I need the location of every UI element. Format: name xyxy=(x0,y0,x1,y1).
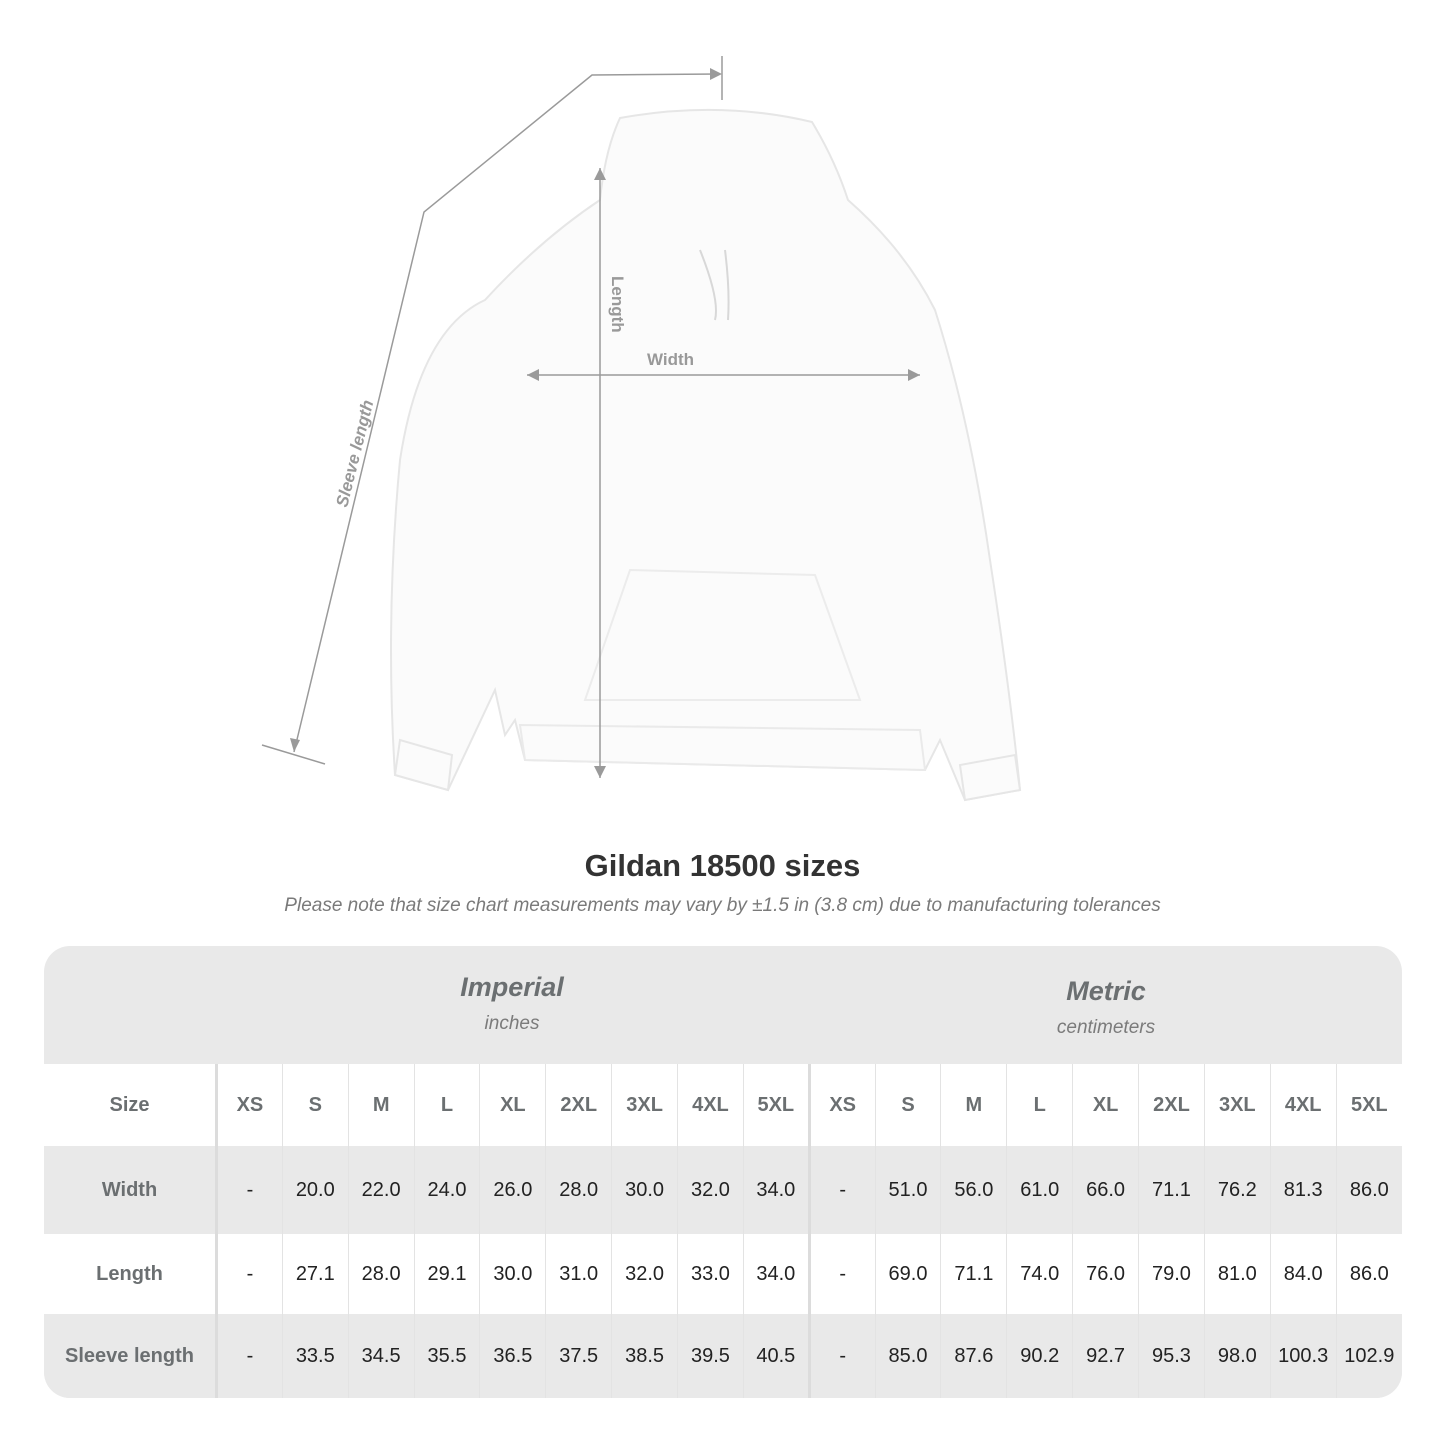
metric-value: 56.0 xyxy=(940,1146,1007,1234)
imperial-value: - xyxy=(216,1314,283,1398)
imperial-value: 34.0 xyxy=(742,1146,810,1234)
imperial-value: 40.5 xyxy=(742,1314,810,1398)
hoodie-diagram: Sleeve length Length Width xyxy=(261,56,1022,802)
metric-value: 71.1 xyxy=(940,1234,1007,1314)
imperial-value: 32.0 xyxy=(677,1146,744,1234)
metric-value: 74.0 xyxy=(1006,1234,1073,1314)
size-label: Size xyxy=(44,1064,218,1146)
imperial-size-L: L xyxy=(413,1064,480,1146)
metric-value: 81.3 xyxy=(1269,1146,1337,1234)
size-grid: Size XS S M L XL 2XL 3XL 4XL 5XL XS S M L XL 2XL 3XL 4XL 5… xyxy=(44,1064,1402,1398)
metric-value: 84.0 xyxy=(1269,1234,1337,1314)
size-table: Imperial inches Metric centimeters Size X… xyxy=(44,946,1402,1398)
imperial-value: 22.0 xyxy=(347,1146,415,1234)
imperial-value: 28.0 xyxy=(545,1146,612,1234)
metric-value: 51.0 xyxy=(874,1146,941,1234)
imperial-label: Imperial xyxy=(460,972,564,1002)
metric-value: 90.2 xyxy=(1006,1314,1073,1398)
metric-size-5XL: 5XL xyxy=(1335,1064,1402,1146)
table-row: Width -20.0 22.0 24.0 26.0 28.0 30.0 32.0 34.0-5… xyxy=(44,1146,1402,1234)
imperial-value: 34.0 xyxy=(742,1234,810,1314)
size-header-row: Size XS S M L XL 2XL 3XL 4XL 5XL XS S M L XL 2XL 3XL 4XL 5… xyxy=(44,1064,1402,1146)
imperial-value: 32.0 xyxy=(611,1234,678,1314)
imperial-header: Imperial inches xyxy=(215,946,809,1064)
imperial-value: 36.5 xyxy=(479,1314,546,1398)
imperial-size-3XL: 3XL xyxy=(611,1064,678,1146)
imperial-value: 34.5 xyxy=(347,1314,415,1398)
length-label: Length xyxy=(608,276,627,333)
imperial-value: 33.5 xyxy=(281,1314,349,1398)
width-label: Width xyxy=(647,350,694,369)
imperial-value: 35.5 xyxy=(413,1314,480,1398)
sleeve-length-line xyxy=(293,73,721,753)
metric-size-XS: XS xyxy=(807,1064,876,1146)
imperial-value: - xyxy=(216,1146,283,1234)
metric-value: 102.9 xyxy=(1335,1314,1402,1398)
imperial-value: 28.0 xyxy=(347,1234,415,1314)
imperial-value: - xyxy=(216,1234,283,1314)
imperial-value: 31.0 xyxy=(545,1234,612,1314)
metric-value: 86.0 xyxy=(1335,1146,1402,1234)
metric-label: Metric xyxy=(1066,976,1146,1006)
metric-value: 69.0 xyxy=(874,1234,941,1314)
row-label: Width xyxy=(44,1146,218,1234)
imperial-value: 29.1 xyxy=(413,1234,480,1314)
metric-value: 98.0 xyxy=(1203,1314,1271,1398)
metric-value: 66.0 xyxy=(1072,1146,1139,1234)
imperial-size-XL: XL xyxy=(479,1064,546,1146)
hoodie-illustration xyxy=(390,108,1022,802)
metric-value: 61.0 xyxy=(1006,1146,1073,1234)
table-row: Length -27.1 28.0 29.1 30.0 31.0 32.0 33.0 34.0-… xyxy=(44,1234,1402,1314)
imperial-value: 20.0 xyxy=(281,1146,349,1234)
imperial-value: 26.0 xyxy=(479,1146,546,1234)
metric-value: 79.0 xyxy=(1138,1234,1205,1314)
metric-size-2XL: 2XL xyxy=(1138,1064,1205,1146)
imperial-size-5XL: 5XL xyxy=(742,1064,810,1146)
imperial-size-2XL: 2XL xyxy=(545,1064,612,1146)
metric-size-XL: XL xyxy=(1072,1064,1139,1146)
metric-value: 76.2 xyxy=(1203,1146,1271,1234)
metric-value: 86.0 xyxy=(1335,1234,1402,1314)
imperial-size-4XL: 4XL xyxy=(677,1064,744,1146)
imperial-value: 27.1 xyxy=(281,1234,349,1314)
metric-value: 81.0 xyxy=(1203,1234,1271,1314)
metric-header: Metric centimeters xyxy=(810,950,1402,1068)
imperial-value: 33.0 xyxy=(677,1234,744,1314)
metric-value: 92.7 xyxy=(1072,1314,1139,1398)
metric-value: 87.6 xyxy=(940,1314,1007,1398)
metric-size-3XL: 3XL xyxy=(1203,1064,1271,1146)
imperial-size-M: M xyxy=(347,1064,415,1146)
imperial-unit: inches xyxy=(484,1013,540,1034)
metric-value: - xyxy=(807,1234,876,1314)
imperial-value: 37.5 xyxy=(545,1314,612,1398)
metric-size-L: L xyxy=(1006,1064,1073,1146)
metric-value: 95.3 xyxy=(1138,1314,1205,1398)
metric-size-S: S xyxy=(874,1064,941,1146)
metric-value: 100.3 xyxy=(1269,1314,1337,1398)
metric-unit: centimeters xyxy=(1056,1017,1156,1038)
metric-size-4XL: 4XL xyxy=(1269,1064,1337,1146)
table-row: Sleeve length -33.5 34.5 35.5 36.5 37.5 38.5 39… xyxy=(44,1314,1402,1398)
metric-value: 85.0 xyxy=(874,1314,941,1398)
metric-value: 71.1 xyxy=(1138,1146,1205,1234)
metric-size-M: M xyxy=(940,1064,1007,1146)
tolerance-note: Please note that size chart measurements… xyxy=(284,895,1161,916)
metric-value: - xyxy=(807,1146,876,1234)
metric-value: - xyxy=(807,1314,876,1398)
imperial-value: 38.5 xyxy=(611,1314,678,1398)
imperial-size-S: S xyxy=(281,1064,349,1146)
imperial-value: 24.0 xyxy=(413,1146,480,1234)
measurement-lines xyxy=(261,56,920,778)
imperial-value: 30.0 xyxy=(479,1234,546,1314)
sleeve-length-label: Sleeve length xyxy=(332,398,377,509)
imperial-size-XS: XS xyxy=(216,1064,283,1146)
row-label: Length xyxy=(44,1234,218,1314)
chart-title: Gildan 18500 sizes xyxy=(584,848,861,883)
metric-value: 76.0 xyxy=(1072,1234,1139,1314)
imperial-value: 39.5 xyxy=(677,1314,744,1398)
arrowheads xyxy=(290,68,920,778)
imperial-value: 30.0 xyxy=(611,1146,678,1234)
row-label: Sleeve length xyxy=(44,1314,218,1398)
